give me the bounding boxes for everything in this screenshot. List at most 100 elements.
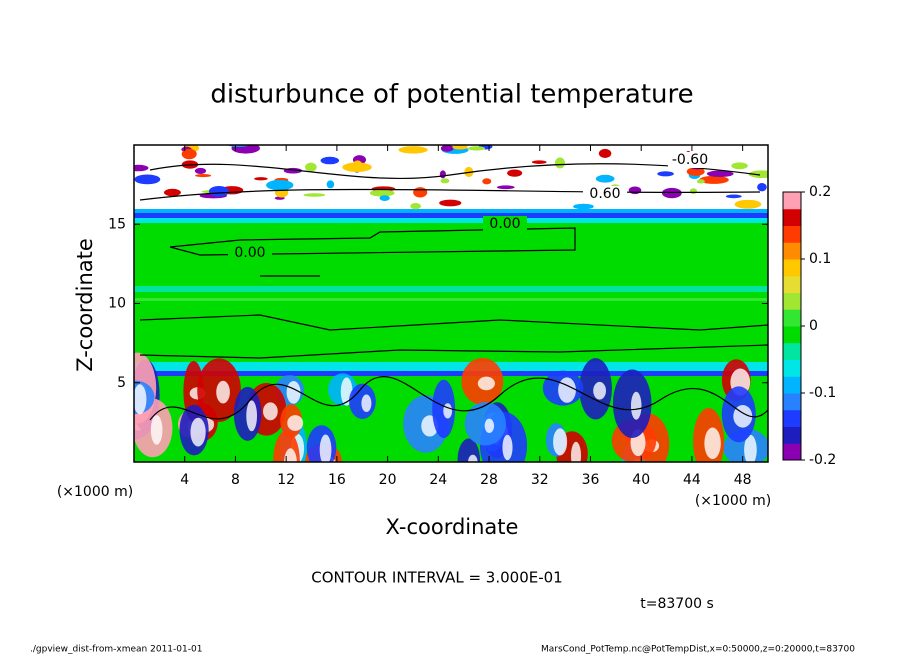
contour-label: -0.60 <box>672 152 708 168</box>
speck <box>699 175 729 184</box>
blob <box>467 454 478 462</box>
speck <box>195 174 212 178</box>
blob <box>558 377 576 403</box>
contour-label: 0.60 <box>589 186 620 202</box>
speck <box>734 199 762 209</box>
speck <box>468 146 486 151</box>
colorbar-tick-label: -0.2 <box>809 452 836 468</box>
time-label: t=83700 s <box>640 596 714 612</box>
colorbar-cell <box>783 426 801 444</box>
speck <box>482 178 492 185</box>
blob <box>733 404 753 428</box>
blob <box>246 400 258 432</box>
speck <box>496 185 515 190</box>
speck <box>725 194 742 199</box>
y-tick-label: 5 <box>117 375 126 391</box>
colorbar-cell <box>783 359 801 377</box>
speck <box>440 178 450 184</box>
colorbar-cell <box>783 326 801 344</box>
speck <box>686 167 705 176</box>
contour-line <box>139 344 768 359</box>
band <box>134 298 768 301</box>
speck <box>439 199 462 207</box>
blob <box>443 403 453 419</box>
colorbar-cell <box>783 342 801 360</box>
chart-title: disturbunce of potential temperature <box>210 80 693 110</box>
blob <box>284 448 297 462</box>
blob <box>744 434 757 462</box>
band <box>134 362 768 371</box>
colorbar-cell <box>783 208 801 226</box>
speck <box>662 187 682 199</box>
contour-line <box>139 188 761 201</box>
x-tick-label: 44 <box>683 472 701 488</box>
blob <box>593 381 606 400</box>
colorbar-cell <box>783 192 801 210</box>
blob <box>216 380 230 404</box>
speck <box>320 156 340 165</box>
colorbar-tick-label: -0.1 <box>809 385 836 401</box>
colorbar-cell <box>783 292 801 310</box>
speck <box>208 185 230 197</box>
speck <box>452 145 468 150</box>
colorbar-cell <box>783 409 801 427</box>
colorbar-cell <box>783 309 801 327</box>
colorbar-cell <box>783 376 801 394</box>
speck <box>134 174 161 185</box>
blob <box>361 394 372 413</box>
x-tick-label: 20 <box>379 472 397 488</box>
speck <box>163 188 181 197</box>
contour-line <box>139 314 768 331</box>
speck <box>194 167 207 174</box>
footer-right: MarsCond_PotTemp.nc@PotTempDist,x=0:5000… <box>541 645 855 654</box>
colorbar-cell <box>783 275 801 293</box>
speck <box>369 189 395 197</box>
speck <box>531 160 547 164</box>
band <box>134 286 768 292</box>
speck <box>303 193 326 197</box>
y-axis-label: Z-coordinate <box>73 238 97 372</box>
speck <box>379 195 390 202</box>
blob <box>477 376 495 391</box>
x-tick-label: 40 <box>632 472 650 488</box>
speck <box>657 171 674 177</box>
speck <box>440 145 454 152</box>
speck <box>507 169 523 177</box>
x-tick-label: 8 <box>231 472 240 488</box>
speck <box>439 170 446 179</box>
colorbar-tick-label: 0.2 <box>809 184 831 200</box>
speck <box>598 148 612 159</box>
contour-label: 0.00 <box>234 245 265 261</box>
band <box>134 209 768 213</box>
colorbar-cell <box>783 242 801 260</box>
band <box>134 218 768 223</box>
blob <box>484 418 495 433</box>
colorbar-tick-label: 0.1 <box>809 251 831 267</box>
speck <box>410 202 421 210</box>
speck <box>573 203 594 210</box>
x-tick-label: 16 <box>328 472 346 488</box>
x-tick-label: 48 <box>734 472 752 488</box>
blob <box>287 415 304 431</box>
colorbar-cell <box>783 393 801 411</box>
x-tick-label: 36 <box>582 472 600 488</box>
annotation: CONTOUR INTERVAL = 3.000E-01 <box>311 569 562 587</box>
speck <box>689 188 698 195</box>
field <box>134 145 768 462</box>
speck <box>181 148 197 160</box>
speck <box>326 180 335 189</box>
speck <box>696 179 705 184</box>
contour-label-bg <box>668 152 712 168</box>
contour-label: 0.00 <box>489 216 520 232</box>
colorbar-cell <box>783 259 801 277</box>
speck <box>398 146 428 154</box>
blob <box>502 434 513 461</box>
x-tick-label: 24 <box>429 472 447 488</box>
speck <box>266 179 294 191</box>
speck <box>731 162 748 170</box>
blob <box>553 428 568 456</box>
speck <box>628 186 642 195</box>
x-unit: (×1000 m) <box>695 493 771 509</box>
contour-line <box>149 163 761 180</box>
